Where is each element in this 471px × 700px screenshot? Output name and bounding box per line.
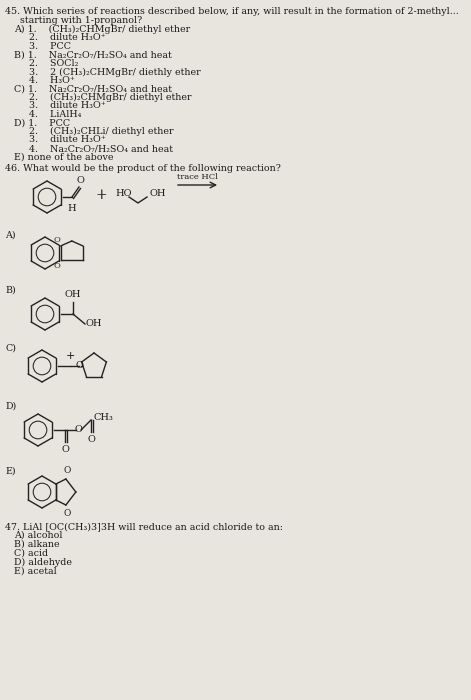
Text: HO: HO xyxy=(115,190,131,199)
Text: O: O xyxy=(74,424,82,433)
Text: E) acetal: E) acetal xyxy=(14,567,57,576)
Text: B) alkane: B) alkane xyxy=(14,540,60,549)
Text: 46. What would be the product of the following reaction?: 46. What would be the product of the fol… xyxy=(5,164,281,173)
Text: D) aldehyde: D) aldehyde xyxy=(14,558,72,567)
Text: A) alcohol: A) alcohol xyxy=(14,531,63,540)
Text: +: + xyxy=(65,351,75,361)
Text: H: H xyxy=(68,204,76,213)
Text: O: O xyxy=(76,176,84,185)
Text: E) none of the above: E) none of the above xyxy=(14,153,114,162)
Text: 47. LiAl [OC(CH₃)3]3H will reduce an acid chloride to an:: 47. LiAl [OC(CH₃)3]3H will reduce an aci… xyxy=(5,522,283,531)
Text: O: O xyxy=(75,360,83,370)
Text: 3.    dilute H₃O⁺: 3. dilute H₃O⁺ xyxy=(14,136,106,144)
Text: 3.    2 (CH₃)₂CHMgBr/ diethly ether: 3. 2 (CH₃)₂CHMgBr/ diethly ether xyxy=(14,67,201,76)
Text: O: O xyxy=(53,262,60,270)
Text: 3.    PCC: 3. PCC xyxy=(14,42,71,51)
Text: O: O xyxy=(63,466,71,475)
Text: D): D) xyxy=(5,402,16,411)
Text: starting with 1-propanol?: starting with 1-propanol? xyxy=(5,16,142,25)
Text: 2.    (CH₃)₂CHLi/ diethyl ether: 2. (CH₃)₂CHLi/ diethyl ether xyxy=(14,127,173,136)
Text: OH: OH xyxy=(149,190,165,199)
Text: OH: OH xyxy=(86,319,103,328)
Text: O: O xyxy=(62,445,69,454)
Text: CH₃: CH₃ xyxy=(94,412,114,421)
Text: O: O xyxy=(88,435,96,444)
Text: 2.    (CH₃)₂CHMgBr/ diethyl ether: 2. (CH₃)₂CHMgBr/ diethyl ether xyxy=(14,93,192,102)
Text: B) 1.    Na₂Cr₂O₇/H₂SO₄ and heat: B) 1. Na₂Cr₂O₇/H₂SO₄ and heat xyxy=(14,50,172,60)
Text: C) acid: C) acid xyxy=(14,549,48,558)
Text: +: + xyxy=(95,188,107,202)
Text: OH: OH xyxy=(65,290,81,299)
Text: 45. Which series of reactions described below, if any, will result in the format: 45. Which series of reactions described … xyxy=(5,7,459,16)
Text: D) 1.    PCC: D) 1. PCC xyxy=(14,118,70,127)
Text: B): B) xyxy=(5,286,16,295)
Text: 4.    Na₂Cr₂O₇/H₂SO₄ and heat: 4. Na₂Cr₂O₇/H₂SO₄ and heat xyxy=(14,144,173,153)
Text: 2.    SOCl₂: 2. SOCl₂ xyxy=(14,59,78,68)
Text: E): E) xyxy=(5,467,16,476)
Text: 4.    H₃O⁺: 4. H₃O⁺ xyxy=(14,76,75,85)
Text: A) 1.    (CH₃)₂CHMgBr/ diethyl ether: A) 1. (CH₃)₂CHMgBr/ diethyl ether xyxy=(14,25,190,34)
Text: 4.    LiAlH₄: 4. LiAlH₄ xyxy=(14,110,81,119)
Text: C) 1.    Na₂Cr₂O₇/H₂SO₄ and heat: C) 1. Na₂Cr₂O₇/H₂SO₄ and heat xyxy=(14,85,172,94)
Text: O: O xyxy=(63,509,71,518)
Text: trace HCl: trace HCl xyxy=(177,173,218,181)
Text: A): A) xyxy=(5,231,16,240)
Text: O: O xyxy=(53,236,60,244)
Text: 3.    dilute H₃O⁺: 3. dilute H₃O⁺ xyxy=(14,102,106,111)
Text: 2.    dilute H₃O⁺: 2. dilute H₃O⁺ xyxy=(14,34,106,43)
Text: C): C) xyxy=(5,344,16,353)
